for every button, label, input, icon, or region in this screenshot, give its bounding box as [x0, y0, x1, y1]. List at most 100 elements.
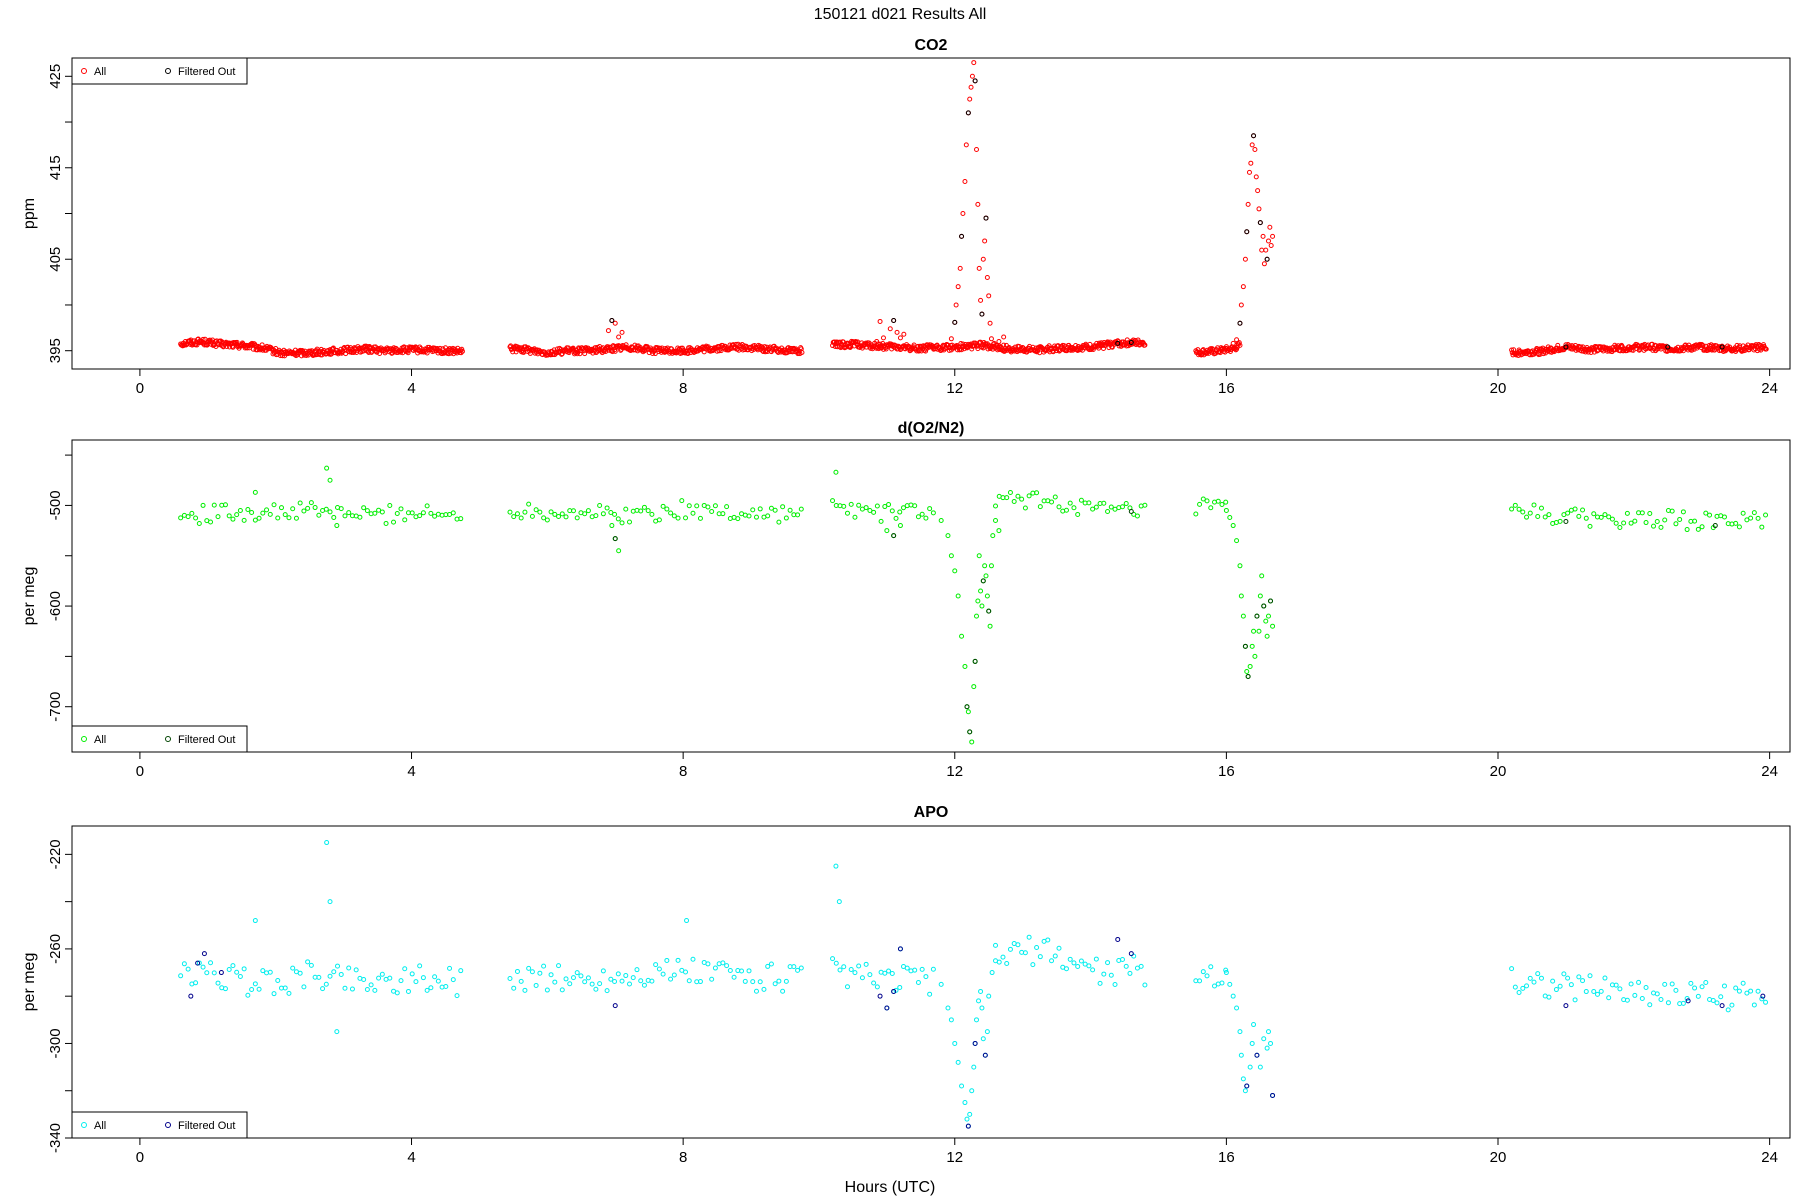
data-point [683, 515, 689, 521]
x-axis-label: Hours (UTC) [845, 1179, 936, 1196]
data-point [915, 514, 921, 520]
data-point [432, 974, 438, 980]
data-point [1022, 950, 1028, 956]
data-point [320, 986, 326, 992]
data-point [424, 503, 430, 509]
y-tick-label: 395 [47, 338, 64, 363]
data-point [1733, 985, 1739, 991]
data-point [1613, 520, 1619, 526]
data-point [1658, 524, 1664, 530]
data-point [1255, 188, 1261, 194]
data-point [1699, 984, 1705, 990]
data-point [627, 981, 632, 987]
data-point [1019, 496, 1025, 502]
data-point [1647, 510, 1653, 516]
data-point [1643, 985, 1649, 991]
y-tick-label: 425 [47, 64, 64, 89]
data-point [1692, 985, 1698, 991]
data-point [837, 967, 843, 973]
data-point [589, 981, 595, 987]
data-point [1257, 1064, 1263, 1070]
data-point [1237, 342, 1243, 348]
data-point [324, 840, 330, 846]
data-point [552, 979, 558, 985]
data-point [1090, 967, 1096, 973]
data-point [1606, 514, 1612, 520]
data-point [271, 991, 277, 997]
data-point [980, 256, 986, 262]
data-point [962, 663, 968, 669]
data-point [772, 981, 778, 987]
data-point [684, 918, 690, 924]
data-point [1234, 337, 1240, 343]
filtered-point [959, 233, 965, 239]
data-point [1591, 989, 1597, 995]
data-point [305, 959, 311, 965]
data-point [915, 980, 921, 986]
data-point [1251, 628, 1257, 634]
data-point [361, 976, 367, 982]
filtered-point [979, 311, 985, 317]
data-point [1208, 505, 1214, 511]
data-point [776, 519, 782, 525]
data-point [1261, 1036, 1267, 1042]
data-points [178, 465, 1769, 745]
data-point [1242, 1088, 1248, 1094]
data-point [1240, 613, 1246, 619]
data-point [1721, 514, 1727, 520]
data-point [675, 515, 681, 521]
data-point [282, 985, 288, 991]
data-point [600, 511, 606, 517]
data-point [1015, 942, 1021, 948]
data-point [323, 506, 329, 512]
data-point [982, 563, 988, 569]
data-point [1253, 174, 1259, 180]
data-point [331, 969, 337, 975]
y-axis-label: ppm [21, 198, 38, 229]
data-point [1661, 344, 1667, 350]
data-point [623, 506, 629, 512]
data-point [1699, 524, 1705, 530]
filtered-point [891, 988, 897, 994]
data-point [541, 963, 547, 969]
data-point [877, 318, 883, 324]
data-point [577, 351, 583, 357]
data-point [1509, 506, 1515, 512]
data-point [683, 969, 689, 975]
data-point [889, 971, 895, 976]
data-point [458, 968, 464, 974]
data-point [582, 979, 588, 985]
data-point [1252, 653, 1258, 659]
data-point [226, 967, 232, 973]
data-point [1238, 1052, 1244, 1058]
data-point [612, 511, 618, 517]
data-point [394, 990, 400, 996]
data-point [459, 348, 465, 354]
data-point [196, 520, 202, 526]
data-point [361, 505, 367, 511]
data-point [1075, 963, 1081, 969]
data-point [267, 511, 273, 517]
data-point [511, 514, 517, 520]
filtered-point [965, 110, 971, 116]
data-point [1751, 1002, 1757, 1008]
data-point [856, 502, 862, 508]
data-point [443, 984, 449, 989]
data-point [342, 985, 348, 991]
data-point [694, 503, 700, 509]
data-point [1215, 498, 1221, 504]
data-point [1572, 506, 1578, 512]
data-point [226, 513, 232, 519]
data-point [638, 978, 644, 984]
data-point [727, 968, 733, 974]
data-point [409, 510, 415, 516]
data-point [959, 1083, 965, 1089]
data-point [649, 978, 655, 984]
data-point [1234, 538, 1240, 544]
data-point [286, 515, 292, 521]
filtered-point [1264, 256, 1270, 262]
data-point [1248, 160, 1254, 166]
data-point [705, 504, 711, 510]
filtered-point [884, 1005, 890, 1011]
data-point [836, 899, 842, 905]
